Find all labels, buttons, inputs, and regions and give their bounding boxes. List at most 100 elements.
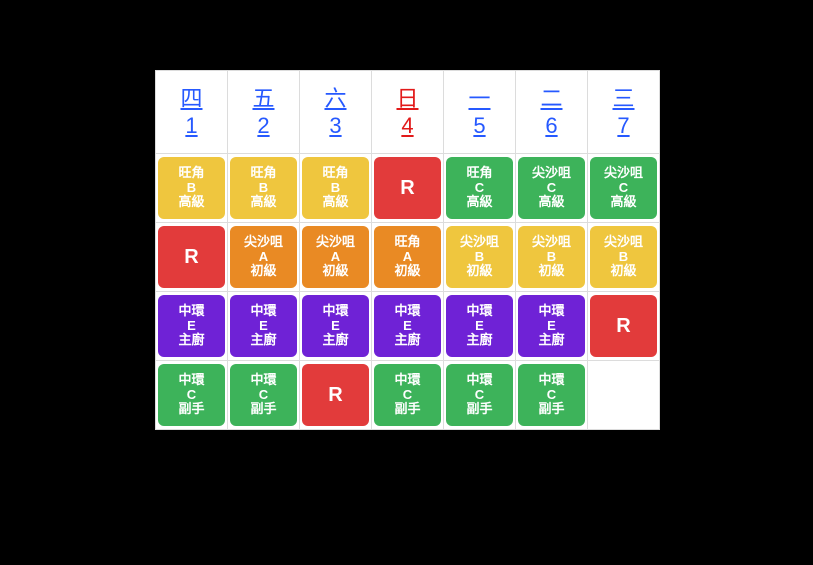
- schedule-row: 旺角B高級旺角B高級旺角B高級R旺角C高級尖沙咀C高級尖沙咀C高級: [156, 154, 660, 223]
- shift-line: 中環: [538, 373, 564, 388]
- shift-line: 主廚: [178, 333, 204, 348]
- schedule-cell: 尖沙咀C高級: [588, 154, 660, 223]
- shift-card[interactable]: 尖沙咀A初級: [302, 226, 369, 288]
- shift-card[interactable]: 尖沙咀A初級: [230, 226, 297, 288]
- shift-card[interactable]: 旺角B高級: [158, 157, 225, 219]
- shift-card[interactable]: 中環C副手: [446, 364, 513, 426]
- shift-line: C: [547, 388, 556, 403]
- shift-card[interactable]: 尖沙咀C高級: [590, 157, 657, 219]
- shift-card[interactable]: 中環C副手: [374, 364, 441, 426]
- shift-card[interactable]: 中環C副手: [230, 364, 297, 426]
- day-link[interactable]: 三7: [612, 85, 634, 140]
- schedule-cell: 中環C副手: [372, 361, 444, 430]
- weekday-label: 三: [612, 86, 634, 111]
- shift-line: 高級: [178, 195, 204, 210]
- shift-line: 中環: [178, 373, 204, 388]
- rest-card[interactable]: R: [374, 157, 441, 219]
- shift-card[interactable]: 中環C副手: [158, 364, 225, 426]
- schedule-cell: 中環C副手: [156, 361, 228, 430]
- shift-line: 主廚: [322, 333, 348, 348]
- schedule-cell: 尖沙咀A初級: [228, 223, 300, 292]
- shift-line: 中環: [178, 304, 204, 319]
- day-header: 一5: [444, 71, 516, 154]
- schedule-cell: 旺角A初級: [372, 223, 444, 292]
- schedule-row: 中環E主廚中環E主廚中環E主廚中環E主廚中環E主廚中環E主廚R: [156, 292, 660, 361]
- shift-line: E: [547, 319, 556, 334]
- shift-line: A: [331, 250, 340, 265]
- shift-card[interactable]: 尖沙咀C高級: [518, 157, 585, 219]
- shift-line: 旺角: [466, 166, 492, 181]
- shift-card[interactable]: 中環C副手: [518, 364, 585, 426]
- shift-line: R: [184, 246, 198, 269]
- day-link[interactable]: 四1: [180, 85, 202, 140]
- shift-line: C: [475, 388, 484, 403]
- day-link[interactable]: 六3: [324, 85, 346, 140]
- rest-card[interactable]: R: [302, 364, 369, 426]
- shift-card[interactable]: 旺角A初級: [374, 226, 441, 288]
- day-number: 3: [324, 112, 346, 140]
- schedule-cell: R: [300, 361, 372, 430]
- schedule-cell: 旺角B高級: [300, 154, 372, 223]
- day-link[interactable]: 二6: [540, 85, 562, 140]
- schedule-cell: 中環E主廚: [444, 292, 516, 361]
- shift-line: 初級: [466, 264, 492, 279]
- weekday-label: 六: [324, 86, 346, 111]
- shift-card[interactable]: 旺角B高級: [302, 157, 369, 219]
- shift-card[interactable]: 中環E主廚: [158, 295, 225, 357]
- shift-line: 中環: [250, 304, 276, 319]
- shift-line: 副手: [538, 402, 564, 417]
- shift-line: 旺角: [322, 166, 348, 181]
- shift-line: B: [619, 250, 628, 265]
- shift-line: 高級: [538, 195, 564, 210]
- shift-line: 旺角: [250, 166, 276, 181]
- shift-card[interactable]: 旺角B高級: [230, 157, 297, 219]
- shift-line: 副手: [178, 402, 204, 417]
- shift-line: 尖沙咀: [532, 235, 571, 250]
- shift-line: 主廚: [466, 333, 492, 348]
- schedule-cell: 中環C副手: [228, 361, 300, 430]
- shift-line: 初級: [394, 264, 420, 279]
- shift-card[interactable]: 尖沙咀B初級: [518, 226, 585, 288]
- shift-line: C: [547, 181, 556, 196]
- shift-line: 中環: [538, 304, 564, 319]
- shift-card[interactable]: 旺角C高級: [446, 157, 513, 219]
- weekday-label: 一: [468, 86, 490, 111]
- day-link[interactable]: 日4: [396, 85, 418, 140]
- schedule-cell: 旺角B高級: [156, 154, 228, 223]
- shift-line: C: [187, 388, 196, 403]
- day-link[interactable]: 一5: [468, 85, 490, 140]
- shift-card[interactable]: 中環E主廚: [230, 295, 297, 357]
- shift-line: 高級: [322, 195, 348, 210]
- shift-card[interactable]: 中環E主廚: [518, 295, 585, 357]
- shift-line: B: [259, 181, 268, 196]
- rest-card[interactable]: R: [158, 226, 225, 288]
- schedule-row: R尖沙咀A初級尖沙咀A初級旺角A初級尖沙咀B初級尖沙咀B初級尖沙咀B初級: [156, 223, 660, 292]
- day-number: 7: [612, 112, 634, 140]
- shift-line: 中環: [250, 373, 276, 388]
- schedule-cell: 中環E主廚: [156, 292, 228, 361]
- shift-card[interactable]: 尖沙咀B初級: [590, 226, 657, 288]
- weekday-label: 五: [252, 86, 274, 111]
- shift-line: 高級: [466, 195, 492, 210]
- day-header: 五2: [228, 71, 300, 154]
- shift-line: E: [475, 319, 484, 334]
- rest-card[interactable]: R: [590, 295, 657, 357]
- day-link[interactable]: 五2: [252, 85, 274, 140]
- shift-line: R: [400, 177, 414, 200]
- schedule-header: 四1 五2 六3 日4 一5 二6 三7: [156, 71, 660, 154]
- shift-line: C: [403, 388, 412, 403]
- shift-line: 高級: [250, 195, 276, 210]
- shift-line: 中環: [466, 304, 492, 319]
- shift-card[interactable]: 尖沙咀B初級: [446, 226, 513, 288]
- shift-card[interactable]: 中環E主廚: [302, 295, 369, 357]
- day-header: 三7: [588, 71, 660, 154]
- shift-line: 主廚: [394, 333, 420, 348]
- shift-card[interactable]: 中環E主廚: [374, 295, 441, 357]
- schedule-cell: 中環C副手: [516, 361, 588, 430]
- shift-card[interactable]: 中環E主廚: [446, 295, 513, 357]
- weekday-label: 四: [180, 86, 202, 111]
- shift-line: 尖沙咀: [316, 235, 355, 250]
- day-number: 5: [468, 112, 490, 140]
- schedule-cell: 旺角C高級: [444, 154, 516, 223]
- shift-line: 中環: [394, 373, 420, 388]
